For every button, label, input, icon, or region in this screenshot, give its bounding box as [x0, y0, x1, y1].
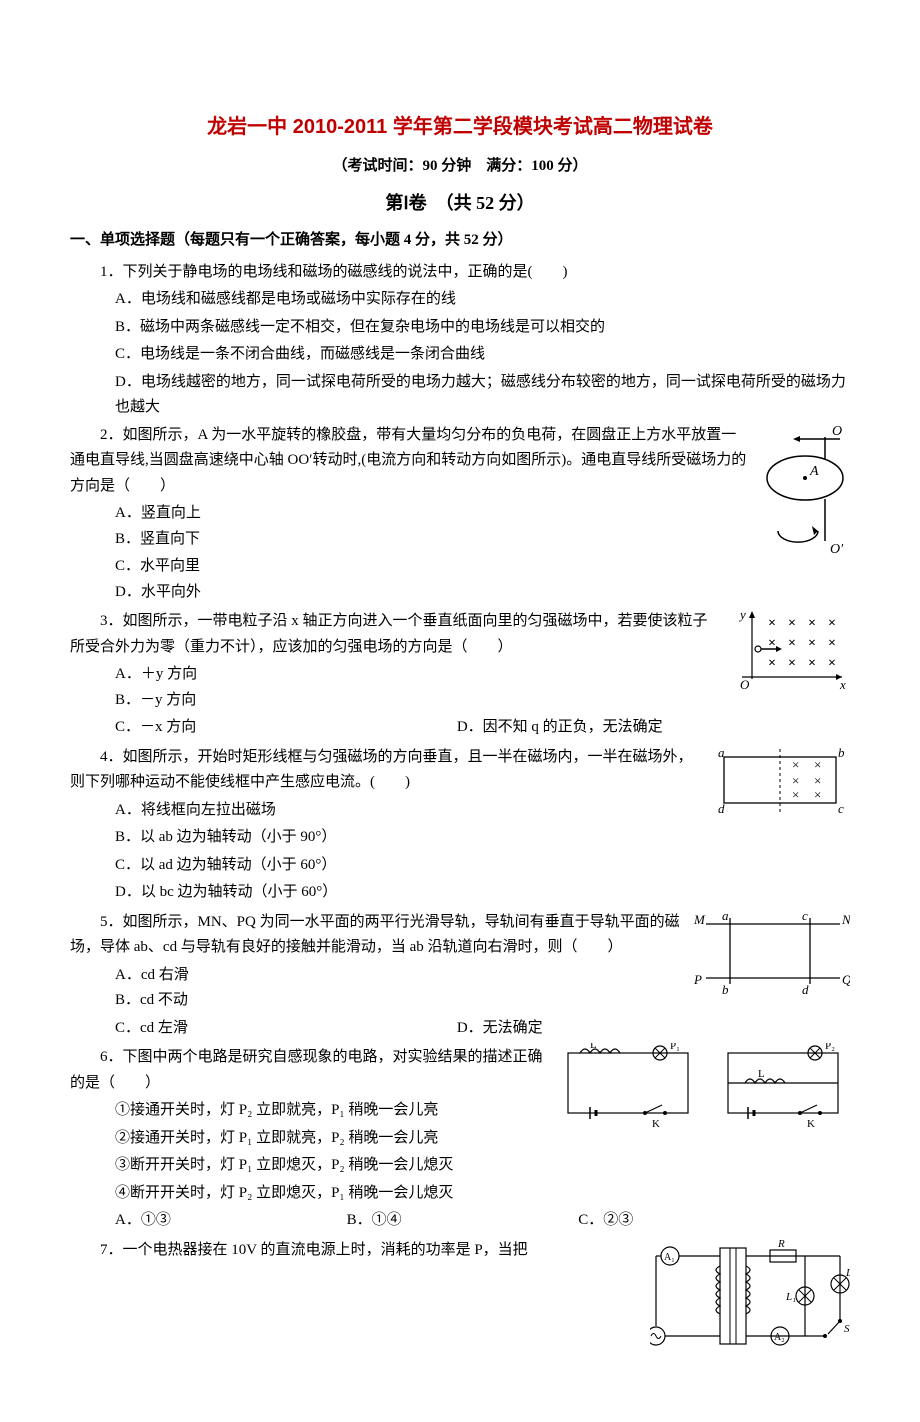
q4-fig-c: c	[838, 801, 844, 816]
q5-fig-b: b	[722, 982, 729, 997]
q6-o4: ④断开开关时，灯 P₂ 立即熄灭，P₁ 稍晚一会儿熄灭	[70, 1181, 850, 1207]
q3-options-row2: C．－x 方向 D．因不知 q 的正负，无法确定	[70, 715, 850, 741]
q7-fig-R: R	[777, 1238, 785, 1250]
q6-figure: L P₁ K P₂ L K	[560, 1043, 850, 1133]
q5-opt-a: A．cd 右滑	[115, 963, 453, 989]
section-1-heading: 一、单项选择题（每题只有一个正确答案，每小题 4 分，共 52 分）	[70, 228, 850, 254]
q6-fig1-P1: P₁	[670, 1043, 680, 1052]
q6-fig1-K: K	[652, 1118, 660, 1130]
svg-text:×: ×	[768, 616, 776, 631]
q5-options-row2: C．cd 左滑 D．无法确定	[70, 1016, 850, 1042]
q1-opt-b: B．磁场中两条磁感线一定不相交，但在复杂电场中的电场线是可以相交的	[70, 315, 850, 341]
q2-options-row1: A．竖直向上 B．竖直向下	[70, 501, 850, 552]
svg-text:×: ×	[828, 636, 836, 651]
q5-fig-M: M	[693, 912, 706, 927]
exam-title: 龙岩一中 2010-2011 学年第二学段模块考试高二物理试卷	[70, 110, 850, 144]
svg-text:×: ×	[828, 616, 836, 631]
svg-text:×: ×	[792, 757, 799, 772]
q3-fig-y: y	[738, 607, 746, 622]
q7-fig-L2: L₂	[845, 1267, 850, 1279]
q5-opt-b: B．cd 不动	[115, 988, 453, 1014]
q3-opt-a: A．＋y 方向	[115, 662, 453, 688]
q6-opt-c: C．②③	[578, 1208, 806, 1234]
q4-opt-c: C．以 ad 边为轴转动（小于 60°）	[70, 853, 850, 879]
q2-fig-label-O-top: O	[832, 424, 842, 439]
svg-text:×: ×	[788, 616, 796, 631]
svg-text:×: ×	[828, 656, 836, 671]
q3-fig-O: O	[740, 677, 750, 692]
q4-figure: a b c d ×× ×× ××	[710, 743, 850, 823]
q7-fig-L1: L₁	[785, 1291, 796, 1303]
q7-fig-S: S	[844, 1323, 850, 1335]
q5-fig-a: a	[722, 908, 729, 923]
q3-opt-b: B．－y 方向	[115, 688, 453, 714]
exam-subtitle: （考试时间：90 分钟 满分：100 分）	[70, 154, 850, 180]
svg-text:×: ×	[792, 787, 799, 802]
svg-text:×: ×	[814, 787, 821, 802]
q7-figure: A₁ R L₁ A₂ L₂ S	[650, 1236, 850, 1356]
part-1-heading: 第Ⅰ卷 （共 52 分）	[70, 188, 850, 219]
q6-fig1-L: L	[590, 1043, 597, 1051]
q2-opt-d: D．水平向外	[115, 580, 453, 606]
q4-fig-b: b	[838, 745, 845, 760]
q6-opt-b: B．①④	[347, 1208, 575, 1234]
q4-opt-d: D．以 bc 边为轴转动（小于 60°）	[70, 880, 850, 906]
q6-fig2-K: K	[807, 1118, 815, 1130]
q2-fig-label-O-bot: O′	[830, 542, 844, 557]
q5-fig-c: c	[802, 908, 808, 923]
q3-opt-c: C．－x 方向	[115, 715, 453, 741]
q2-figure: O A O′	[760, 423, 850, 563]
q3-figure: x y O ×××× ×××× ××××	[730, 607, 850, 697]
q2-stem: 2．如图所示，A 为一水平旋转的橡胶盘，带有大量均匀分布的负电荷，在圆盘正上方水…	[70, 423, 850, 500]
q7-fig-A1: A₁	[664, 1252, 675, 1263]
q3-opt-d: D．因不知 q 的正负，无法确定	[457, 715, 795, 741]
q3-fig-x: x	[839, 677, 846, 692]
q1-opt-a: A．电场线和磁感线都是电场或磁场中实际存在的线	[70, 287, 850, 313]
q5-fig-d: d	[802, 982, 809, 997]
q4-fig-a: a	[718, 745, 725, 760]
q1-opt-d: D．电场线越密的地方，同一试探电荷所受的电场力越大；磁感线分布较密的地方，同一试…	[70, 370, 850, 421]
q1-opt-c: C．电场线是一条不闭合曲线，而磁感线是一条闭合曲线	[70, 342, 850, 368]
q2-fig-label-A: A	[809, 464, 819, 479]
q5-fig-P: P	[693, 972, 702, 987]
svg-text:×: ×	[788, 656, 796, 671]
q6-fig2-P2: P₂	[825, 1043, 835, 1052]
q2-opt-a: A．竖直向上	[115, 501, 453, 527]
q2-options-row2: C．水平向里 D．水平向外	[70, 554, 850, 605]
svg-text:×: ×	[792, 773, 799, 788]
svg-text:×: ×	[788, 636, 796, 651]
svg-text:×: ×	[808, 656, 816, 671]
svg-text:×: ×	[808, 616, 816, 631]
svg-text:×: ×	[808, 636, 816, 651]
q6-fig2-L: L	[758, 1068, 765, 1080]
svg-text:×: ×	[814, 773, 821, 788]
q5-figure: M N P Q a b c d	[690, 908, 850, 998]
q2-opt-b: B．竖直向下	[115, 527, 453, 553]
q5-fig-N: N	[841, 912, 850, 927]
q6-options-row: A．①③ B．①④ C．②③	[70, 1208, 850, 1234]
q2-opt-c: C．水平向里	[115, 554, 453, 580]
q7-fig-A2: A₂	[774, 1332, 785, 1343]
q5-fig-Q: Q	[842, 972, 850, 987]
q4-opt-b: B．以 ab 边为轴转动（小于 90°）	[70, 825, 850, 851]
q6-o3: ③断开开关时，灯 P₁ 立即熄灭，P₂ 稍晚一会儿熄灭	[70, 1153, 850, 1179]
svg-text:×: ×	[814, 757, 821, 772]
q6-opt-a: A．①③	[115, 1208, 343, 1234]
q5-opt-c: C．cd 左滑	[115, 1016, 453, 1042]
q1-stem: 1．下列关于静电场的电场线和磁场的磁感线的说法中，正确的是( )	[70, 260, 850, 286]
q5-opt-d: D．无法确定	[457, 1016, 795, 1042]
svg-text:×: ×	[768, 656, 776, 671]
q4-fig-d: d	[718, 801, 725, 816]
